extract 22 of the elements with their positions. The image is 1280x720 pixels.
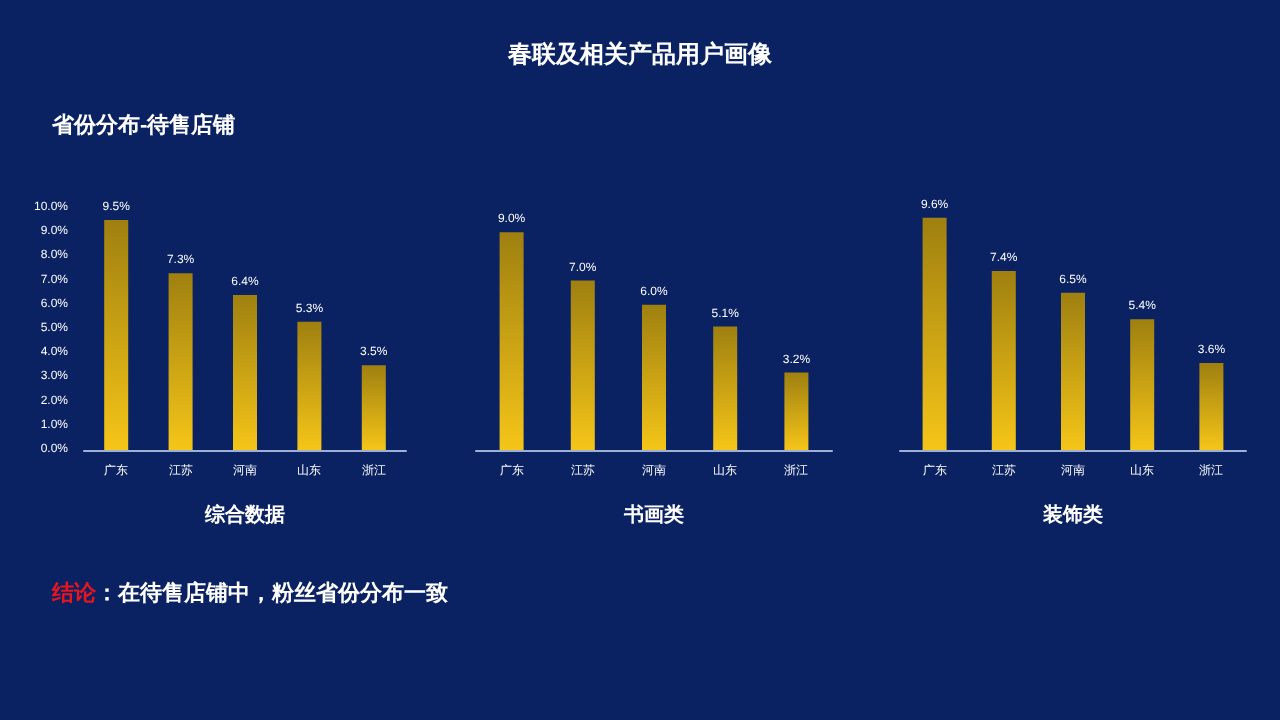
bar [361,365,386,450]
bar [642,304,666,450]
bar [104,220,129,450]
bar [1130,319,1155,450]
bar [991,270,1016,450]
bar [1061,292,1085,450]
bar [499,232,524,450]
bar [168,273,193,450]
bar [233,295,257,450]
bar [713,326,738,450]
chart-title: 春联及相关产品用户画像 [506,38,774,72]
text: ：在待售店铺中，粉丝省份分布一致 [96,582,448,606]
x-axis-title: 装饰类 [1041,503,1103,527]
text: 结论 [52,582,96,606]
bar [922,217,947,450]
bar [297,321,322,450]
bar [570,280,595,450]
bar [784,372,809,450]
bar [1199,362,1224,450]
x-axis-title: 书画类 [622,503,684,527]
x-axis-title: 综合数据 [203,503,285,527]
chart-subtitle: 省份分布-待售店铺 [52,111,236,140]
